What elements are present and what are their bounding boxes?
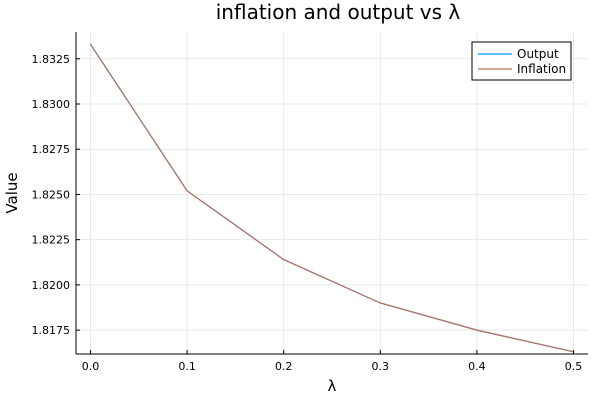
y-axis-label: Value [3,172,21,213]
tick-labels: 0.0 0.1 0.2 0.3 0.4 0.5 1.8175 1.8200 1.8225 1.82… [32,53,583,373]
series-lines [89,43,575,353]
chart-title: inflation and output vs λ [216,0,461,24]
y-tick-label: 1.8325 [32,53,71,66]
x-tick-label: 0.4 [468,360,486,373]
data-point-inflation [283,258,285,261]
series-line-output [89,43,574,353]
data-point-inflation [186,190,188,192]
data-point-inflation [89,43,92,45]
x-tick-label: 0.2 [275,360,293,373]
series-line-inflation [89,43,574,353]
x-tick-label: 0.1 [178,360,196,373]
x-tick-label: 0.5 [565,360,583,373]
axes [75,32,588,355]
y-tick-label: 1.8225 [32,234,71,247]
data-point-inflation [476,329,478,331]
y-tick-label: 1.8300 [32,98,71,111]
y-tick-label: 1.8175 [32,324,71,337]
x-tick-label: 0.0 [82,360,100,373]
y-tick-label: 1.8250 [32,188,71,201]
data-point-inflation [379,302,381,304]
legend-label: Output [517,47,559,61]
y-tick-label: 1.8275 [32,143,71,156]
x-axis-label: λ [328,377,337,395]
y-tick-label: 1.8200 [32,279,71,292]
legend-box [471,41,572,81]
x-tick-label: 0.3 [372,360,390,373]
legend-label: Inflation [517,62,566,76]
